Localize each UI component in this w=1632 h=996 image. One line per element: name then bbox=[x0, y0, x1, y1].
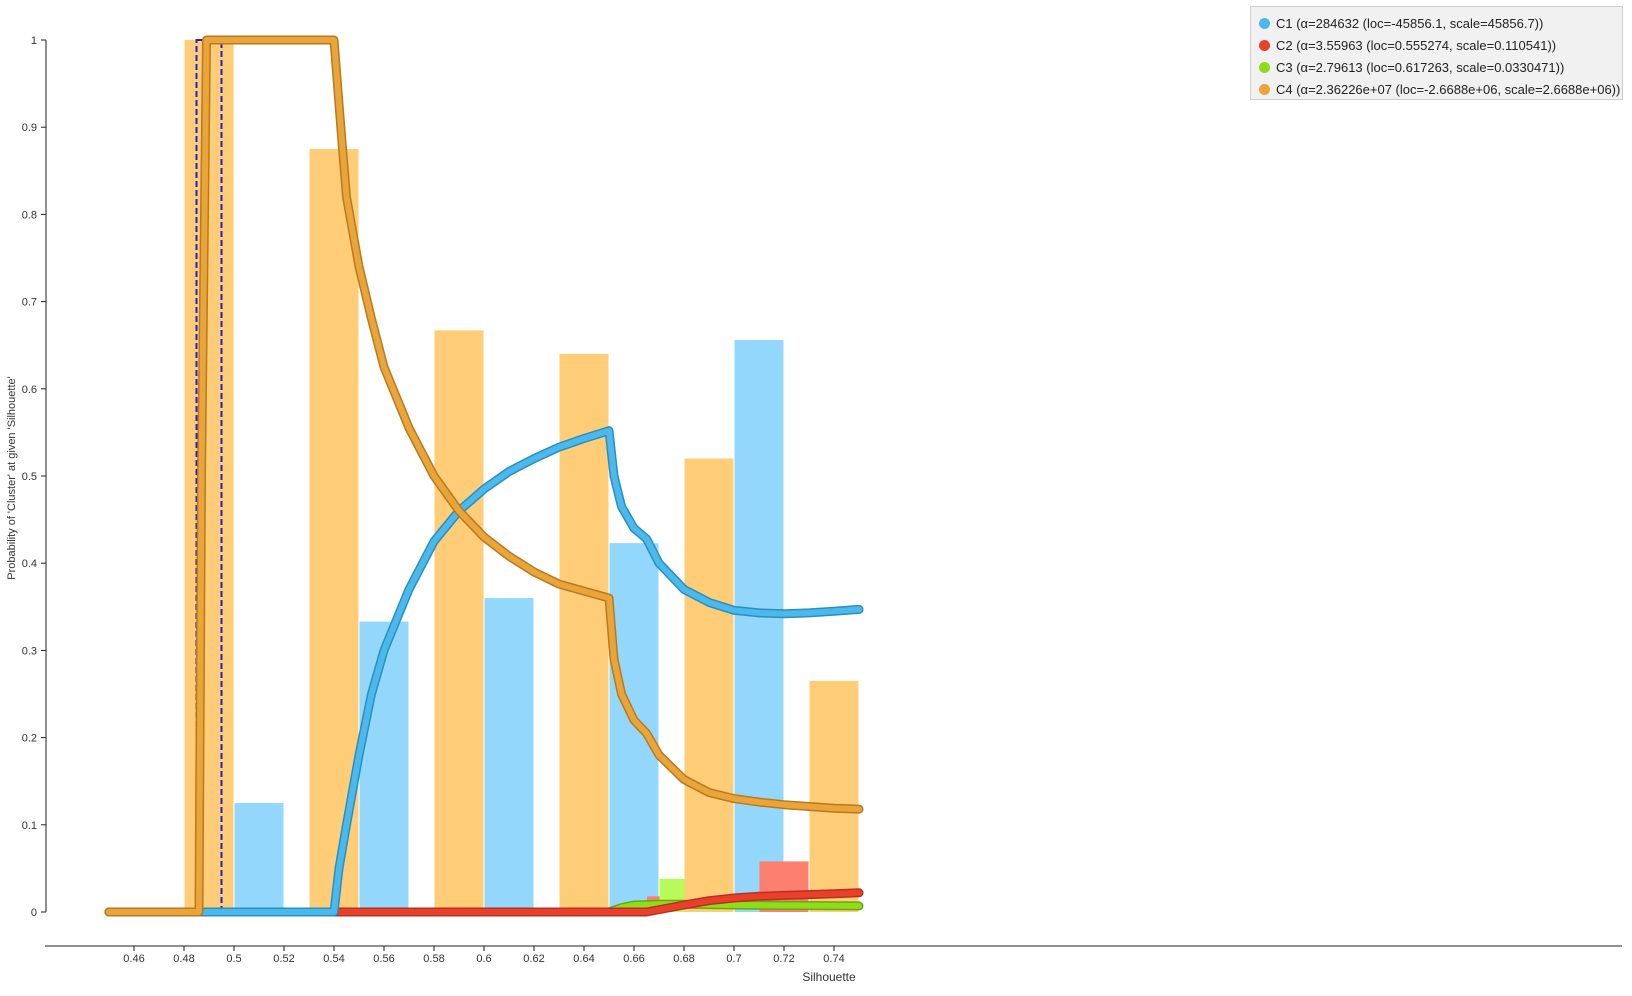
curve-c2 bbox=[106, 889, 862, 915]
x-tick-label: 0.5 bbox=[226, 953, 241, 965]
bar-c1-0[interactable] bbox=[234, 803, 284, 912]
legend-marker bbox=[1259, 83, 1270, 95]
legend-label: C4 (α=2.36226e+07 (loc=-2.6688e+06, scal… bbox=[1276, 81, 1621, 97]
x-tick-label: 0.54 bbox=[323, 953, 344, 965]
y-tick-label: 0.9 bbox=[22, 122, 37, 134]
bar-c1-1[interactable] bbox=[359, 621, 409, 912]
x-tick-label: 0.62 bbox=[523, 953, 544, 965]
bar-c4-2[interactable] bbox=[434, 330, 484, 912]
x-tick-label: 0.52 bbox=[273, 953, 294, 965]
curve-c1 bbox=[106, 427, 862, 915]
legend-marker bbox=[1259, 17, 1270, 29]
y-tick-label: 0.2 bbox=[22, 733, 37, 745]
curves-layer bbox=[104, 35, 864, 917]
bar-c1-2[interactable] bbox=[484, 598, 534, 912]
x-tick-label: 0.46 bbox=[123, 953, 144, 965]
legend-item-c2[interactable]: C2 (α=3.55963 (loc=0.555274, scale=0.110… bbox=[1259, 34, 1614, 56]
x-tick-label: 0.72 bbox=[773, 953, 794, 965]
y-tick-label: 0.8 bbox=[22, 209, 37, 221]
legend-marker bbox=[1259, 61, 1270, 73]
y-tick-label: 0.5 bbox=[22, 471, 37, 483]
legend-label: C3 (α=2.79613 (loc=0.617263, scale=0.033… bbox=[1276, 59, 1565, 75]
x-tick-label: 0.58 bbox=[423, 953, 444, 965]
legend-label: C2 (α=3.55963 (loc=0.555274, scale=0.110… bbox=[1276, 37, 1557, 53]
x-axis-title: Silhouette bbox=[802, 970, 856, 984]
y-tick-label: 1 bbox=[31, 35, 37, 47]
bar-c1-3[interactable] bbox=[609, 543, 659, 912]
x-tick-label: 0.7 bbox=[726, 953, 741, 965]
legend: C1 (α=284632 (loc=-45856.1, scale=45856.… bbox=[1250, 6, 1623, 100]
y-tick-label: 0.1 bbox=[22, 820, 37, 832]
y-tick-label: 0.4 bbox=[22, 558, 37, 570]
legend-item-c3[interactable]: C3 (α=2.79613 (loc=0.617263, scale=0.033… bbox=[1259, 56, 1614, 78]
legend-label: C1 (α=284632 (loc=-45856.1, scale=45856.… bbox=[1276, 15, 1544, 31]
bar-c1-4[interactable] bbox=[734, 340, 784, 912]
x-tick-label: 0.66 bbox=[623, 953, 644, 965]
legend-marker bbox=[1259, 39, 1270, 51]
axes-layer: 0.46 0.48 0.5 0.52 0.54 0.56 0.58 0.6 0.62 0.64 0.… bbox=[22, 35, 1622, 965]
y-tick-label: 0 bbox=[31, 907, 37, 919]
x-tick-label: 0.74 bbox=[823, 953, 844, 965]
curve-c4 bbox=[106, 37, 862, 915]
bar-c4-4[interactable] bbox=[684, 458, 734, 912]
bar-c4-5[interactable] bbox=[809, 680, 859, 912]
legend-item-c4[interactable]: C4 (α=2.36226e+07 (loc=-2.6688e+06, scal… bbox=[1259, 78, 1620, 100]
x-tick-label: 0.56 bbox=[373, 953, 394, 965]
x-tick-label: 0.64 bbox=[573, 953, 594, 965]
y-tick-label: 0.6 bbox=[22, 384, 37, 396]
bars-layer bbox=[184, 40, 859, 912]
y-tick-label: 0.7 bbox=[22, 297, 37, 309]
legend-item-c1[interactable]: C1 (α=284632 (loc=-45856.1, scale=45856.… bbox=[1259, 12, 1614, 34]
x-tick-label: 0.6 bbox=[476, 953, 491, 965]
y-tick-label: 0.3 bbox=[22, 645, 37, 657]
x-tick-label: 0.68 bbox=[673, 953, 694, 965]
y-axis-title: Probability of 'Cluster' at given 'Silho… bbox=[6, 376, 18, 579]
x-tick-label: 0.48 bbox=[173, 953, 194, 965]
